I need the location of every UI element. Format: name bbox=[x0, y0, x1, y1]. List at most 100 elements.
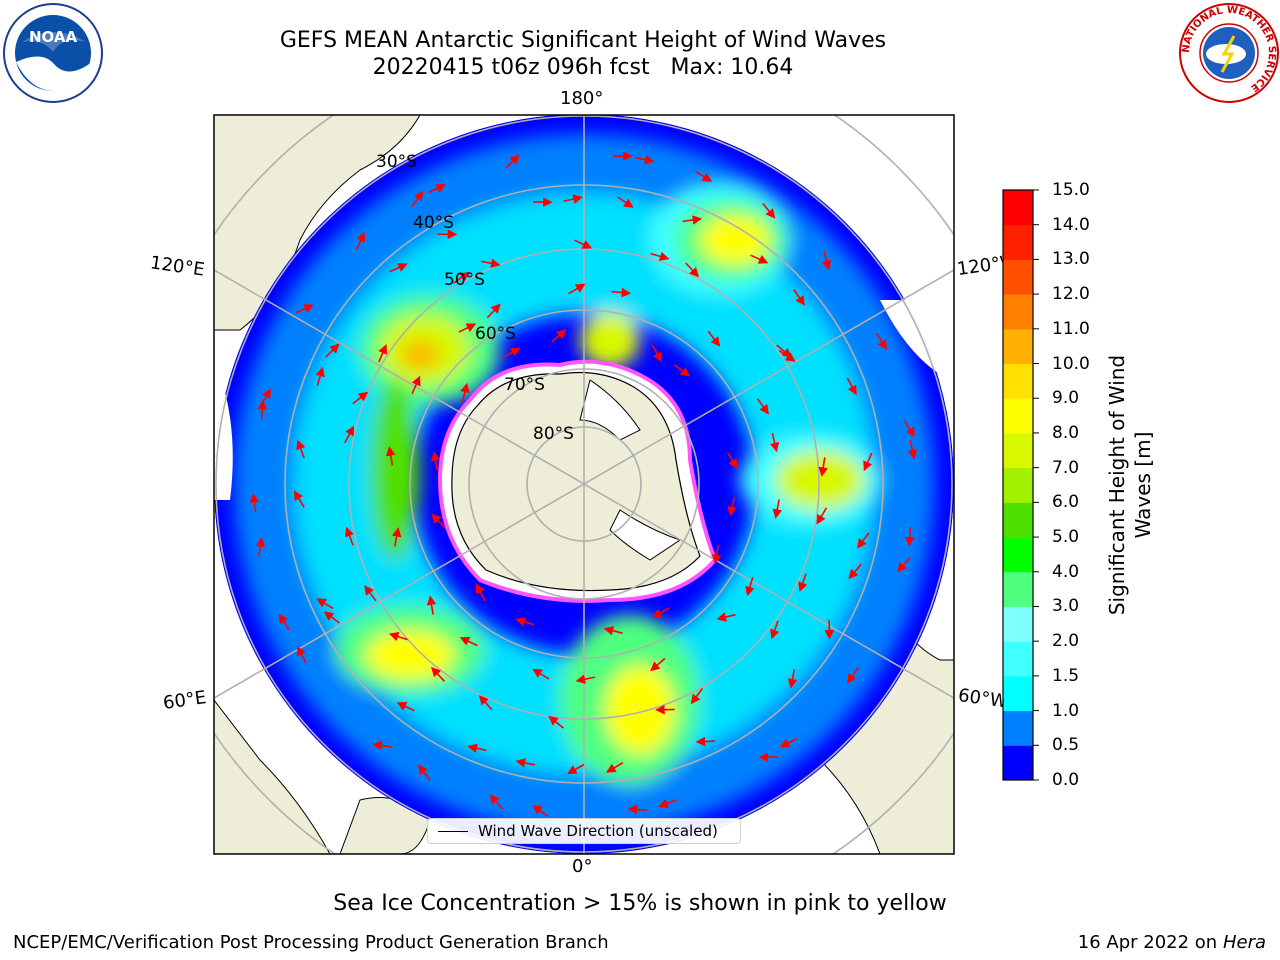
colorbar-tick-label: 5.0 bbox=[1052, 527, 1080, 548]
wave-direction-arrow bbox=[249, 492, 260, 513]
wave-direction-arrow bbox=[818, 457, 828, 477]
colorbar-bin bbox=[1003, 398, 1033, 434]
wave-direction-arrow bbox=[863, 452, 873, 472]
colorbar-tick-label: 6.0 bbox=[1052, 492, 1080, 513]
wave-direction-arrow bbox=[278, 613, 290, 631]
wave-direction-arrow bbox=[846, 377, 857, 396]
wave-direction-arrow bbox=[566, 763, 585, 775]
wave-direction-arrow bbox=[611, 287, 632, 298]
colorbar-bin bbox=[1003, 710, 1033, 746]
wave-direction-arrow bbox=[325, 343, 340, 358]
wave-direction-arrow bbox=[778, 350, 796, 362]
wave-direction-arrow bbox=[695, 170, 713, 182]
colorbar-tick-label: 4.0 bbox=[1052, 561, 1080, 582]
wave-direction-arrow bbox=[386, 446, 396, 466]
lat-label-30s: 30°S bbox=[376, 152, 417, 172]
wave-direction-arrow bbox=[695, 736, 716, 747]
wave-direction-arrow bbox=[297, 645, 307, 664]
wave-direction-arrow bbox=[707, 330, 721, 347]
colorbar-tick-label: 15.0 bbox=[1052, 180, 1090, 200]
wave-direction-arrow bbox=[635, 154, 655, 165]
map-title: GEFS MEAN Antarctic Significant Height o… bbox=[279, 28, 887, 53]
colorbar-tick-label: 2.0 bbox=[1052, 631, 1080, 652]
wave-direction-arrow bbox=[489, 794, 504, 810]
wave-direction-arrow bbox=[551, 329, 567, 343]
colorbar-frame bbox=[1002, 189, 1034, 781]
wave-direction-arrow bbox=[475, 583, 486, 602]
wave-direction-arrow bbox=[388, 631, 408, 642]
wind-wave-arrows bbox=[249, 151, 918, 818]
wave-direction-arrow bbox=[726, 451, 738, 469]
wave-direction-arrow bbox=[563, 194, 583, 204]
wave-direction-arrow bbox=[875, 332, 888, 350]
lat-label-40s: 40°S bbox=[413, 213, 454, 233]
lat-label-50s: 50°S bbox=[444, 270, 485, 290]
wave-direction-arrow bbox=[750, 254, 769, 264]
sea-ice-caption: Sea Ice Concentration > 15% is shown in … bbox=[333, 891, 947, 916]
colorbar bbox=[1003, 190, 1033, 781]
legend-line-swatch bbox=[438, 831, 468, 832]
wave-direction-arrow bbox=[515, 617, 535, 627]
wave-direction-arrow bbox=[296, 439, 306, 459]
colorbar-bin bbox=[1003, 537, 1033, 573]
wave-direction-arrow bbox=[460, 382, 470, 403]
wave-direction-arrow bbox=[293, 490, 305, 508]
colorbar-tick-label: 1.0 bbox=[1052, 700, 1080, 721]
wave-direction-arrow bbox=[427, 184, 447, 194]
colorbar-tick-label: 1.5 bbox=[1052, 665, 1080, 686]
colorbar-label-line2: Waves [m] bbox=[1131, 431, 1155, 539]
wave-direction-arrow bbox=[650, 657, 666, 672]
wave-direction-arrow bbox=[431, 513, 446, 529]
wave-direction-arrow bbox=[315, 366, 325, 386]
wave-direction-arrow bbox=[727, 497, 737, 517]
wave-direction-arrow bbox=[467, 743, 487, 753]
wave-direction-arrow bbox=[352, 391, 369, 405]
lat-label-70s: 70°S bbox=[504, 375, 545, 395]
wave-direction-arrow bbox=[257, 399, 268, 420]
wave-direction-arrow bbox=[478, 695, 493, 711]
wave-direction-arrow bbox=[816, 507, 828, 525]
map-subtitle: 20220415 t06z 096h fcst Max: 10.64 bbox=[372, 55, 794, 80]
wave-direction-arrow bbox=[431, 666, 445, 682]
wave-direction-arrow bbox=[770, 620, 780, 640]
wave-direction-arrow bbox=[793, 289, 805, 306]
colorbar-bin bbox=[1003, 502, 1033, 538]
wave-direction-arrow bbox=[685, 262, 700, 278]
wave-direction-arrow bbox=[904, 527, 915, 547]
wave-direction-arrow bbox=[411, 190, 424, 207]
wave-direction-arrow bbox=[295, 304, 314, 314]
colorbar-tick-label: 12.0 bbox=[1052, 284, 1090, 305]
wave-direction-arrow bbox=[848, 563, 862, 580]
lon-label-180: 180° bbox=[560, 88, 604, 109]
wave-direction-arrow bbox=[411, 375, 421, 395]
wave-direction-arrow bbox=[603, 626, 623, 636]
wave-direction-arrow bbox=[459, 636, 478, 647]
wave-direction-arrow bbox=[323, 611, 340, 624]
lat-label-60s: 60°S bbox=[475, 324, 516, 344]
colorbar-bin bbox=[1003, 328, 1033, 365]
colorbar-tick-label: 3.0 bbox=[1052, 596, 1080, 617]
wave-direction-arrow bbox=[255, 537, 266, 557]
wave-direction-arrow bbox=[652, 607, 670, 619]
wave-direction-arrow bbox=[907, 440, 918, 460]
colorbar-tick-label: 14.0 bbox=[1052, 214, 1090, 235]
graticule bbox=[214, 115, 954, 854]
colorbar-tick-label: 0.5 bbox=[1052, 735, 1080, 756]
lat-label-80s: 80°S bbox=[533, 424, 574, 444]
colorbar-tick-label: 9.0 bbox=[1052, 388, 1080, 409]
colorbar-bin bbox=[1003, 224, 1033, 260]
wave-direction-arrow bbox=[372, 740, 392, 751]
map-frame bbox=[213, 114, 955, 855]
footer-host: Hera bbox=[1222, 932, 1266, 953]
wave-direction-arrow bbox=[903, 420, 915, 438]
wave-direction-arrow bbox=[364, 585, 377, 602]
wave-direction-arrow bbox=[762, 202, 776, 219]
wave-direction-arrow bbox=[897, 556, 911, 573]
colorbar-bin bbox=[1003, 641, 1033, 677]
wave-direction-arrow bbox=[378, 344, 388, 363]
colorbar-bin bbox=[1003, 294, 1033, 330]
colorbar-bin bbox=[1003, 675, 1033, 712]
wave-direction-arrow bbox=[682, 215, 703, 225]
colorbar-tick-label: 7.0 bbox=[1052, 457, 1080, 478]
wave-direction-arrow bbox=[798, 573, 808, 593]
